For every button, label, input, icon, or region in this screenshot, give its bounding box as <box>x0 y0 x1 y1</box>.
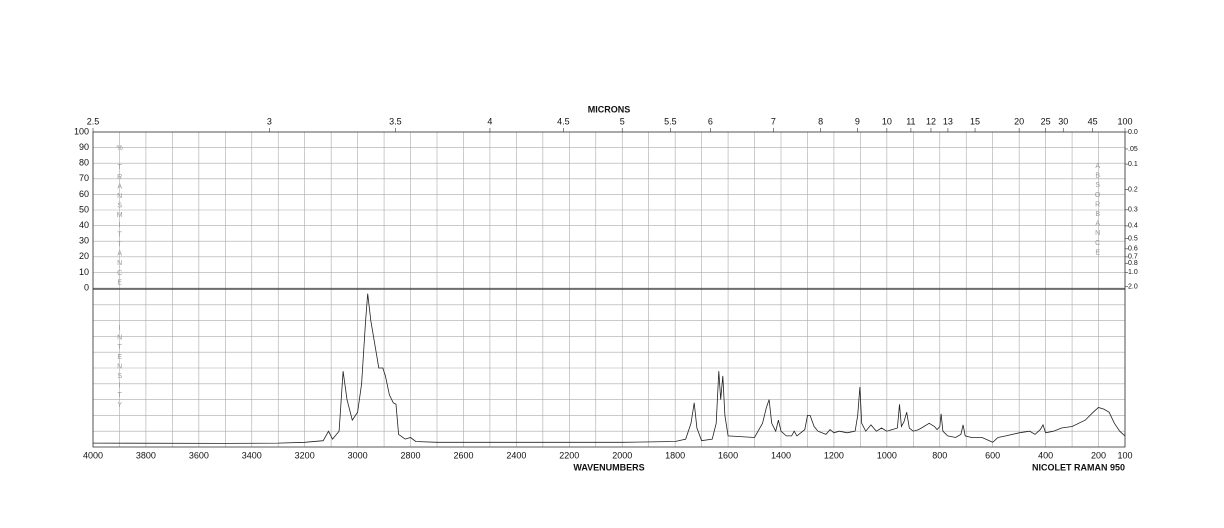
spectrum-line <box>92 293 1126 444</box>
micron-tick-label: 3 <box>267 116 272 126</box>
micron-tick-label: 6 <box>708 116 713 126</box>
micron-tick-label: 4.5 <box>557 116 570 126</box>
x-tick-label: 600 <box>985 450 1000 460</box>
x-tick-label: 2600 <box>453 450 473 460</box>
x-tick-label: 2200 <box>559 450 579 460</box>
micron-tick-label: 11 <box>906 116 915 126</box>
micron-tick-label: 10 <box>882 116 892 126</box>
x-tick-label: 4000 <box>83 450 103 460</box>
absorbance-tick-label: 0.1 <box>1128 161 1138 168</box>
y-tick-label: 60 <box>79 189 89 199</box>
intensity-label: INTENSITY <box>116 325 123 411</box>
y-tick-label: 80 <box>79 158 89 168</box>
y-tick-label: 10 <box>79 267 89 277</box>
micron-tick-label: 2.5 <box>87 116 100 126</box>
micron-tick-label: 45 <box>1088 116 1098 126</box>
absorbance-tick-label: 0.3 <box>1128 207 1138 214</box>
absorbance-label: ABSORBANCE <box>1094 163 1101 259</box>
x-tick-label: 3400 <box>242 450 262 460</box>
x-tick-label: 2400 <box>506 450 526 460</box>
x-axis-label: WAVENUMBERS <box>573 462 644 472</box>
absorbance-tick-label: .05 <box>1128 146 1138 153</box>
x-tick-label: 1200 <box>824 450 844 460</box>
y-tick-label: 90 <box>79 142 89 152</box>
y-tick-label: 70 <box>79 173 89 183</box>
x-tick-label: 1800 <box>665 450 685 460</box>
y-tick-label: 100 <box>74 126 89 136</box>
x-tick-label: 3600 <box>189 450 209 460</box>
micron-tick-label: 100 <box>1117 116 1132 126</box>
micron-tick-label: 5.5 <box>664 116 677 126</box>
x-tick-label: 1400 <box>771 450 791 460</box>
micron-tick-label: 9 <box>855 116 860 126</box>
micron-tick-label: 5 <box>620 116 625 126</box>
micron-tick-label: 12 <box>926 116 936 126</box>
absorbance-tick-label: 0.8 <box>1128 260 1138 267</box>
micron-tick-label: 3.5 <box>389 116 402 126</box>
x-tick-label: 2800 <box>401 450 421 460</box>
x-tick-label: 3800 <box>136 450 156 460</box>
absorbance-tick-label: 0.4 <box>1128 223 1138 230</box>
y-tick-label: 30 <box>79 236 89 246</box>
x-tick-label: 3200 <box>295 450 315 460</box>
x-tick-label: 3000 <box>348 450 368 460</box>
micron-tick-label: 25 <box>1041 116 1051 126</box>
micron-tick-label: 13 <box>943 116 953 126</box>
micron-tick-label: 20 <box>1014 116 1024 126</box>
absorbance-tick-label: 0.0 <box>1128 129 1138 136</box>
micron-tick-label: 7 <box>771 116 776 126</box>
absorbance-tick-label: 0.5 <box>1128 236 1138 243</box>
micron-tick-label: 30 <box>1058 116 1068 126</box>
y-tick-label: 50 <box>79 204 89 214</box>
x-tick-label: 800 <box>932 450 947 460</box>
absorbance-tick-label: 0.2 <box>1128 186 1138 193</box>
top-axis-label: MICRONS <box>588 104 631 114</box>
micron-tick-label: 15 <box>970 116 980 126</box>
instrument-label: NICOLET RAMAN 950 <box>1032 462 1125 472</box>
transmittance-label: % TRANSMITTANCE <box>116 145 123 289</box>
absorbance-tick-label: 0.6 <box>1128 246 1138 253</box>
x-tick-label: 2000 <box>612 450 632 460</box>
micron-tick-label: 4 <box>487 116 492 126</box>
y-tick-label: 0 <box>84 282 89 292</box>
y-tick-label: 40 <box>79 220 89 230</box>
absorbance-tick-label: 2.0 <box>1128 283 1138 290</box>
x-tick-label: 1600 <box>718 450 738 460</box>
x-tick-label: 200 <box>1091 450 1106 460</box>
micron-tick-label: 8 <box>818 116 823 126</box>
absorbance-tick-label: 1.0 <box>1128 269 1138 276</box>
y-tick-label: 20 <box>79 251 89 261</box>
absorbance-tick-label: 0.7 <box>1128 254 1138 261</box>
x-tick-label: 1000 <box>877 450 897 460</box>
x-tick-label: 100 <box>1117 450 1132 460</box>
x-tick-label: 400 <box>1038 450 1053 460</box>
